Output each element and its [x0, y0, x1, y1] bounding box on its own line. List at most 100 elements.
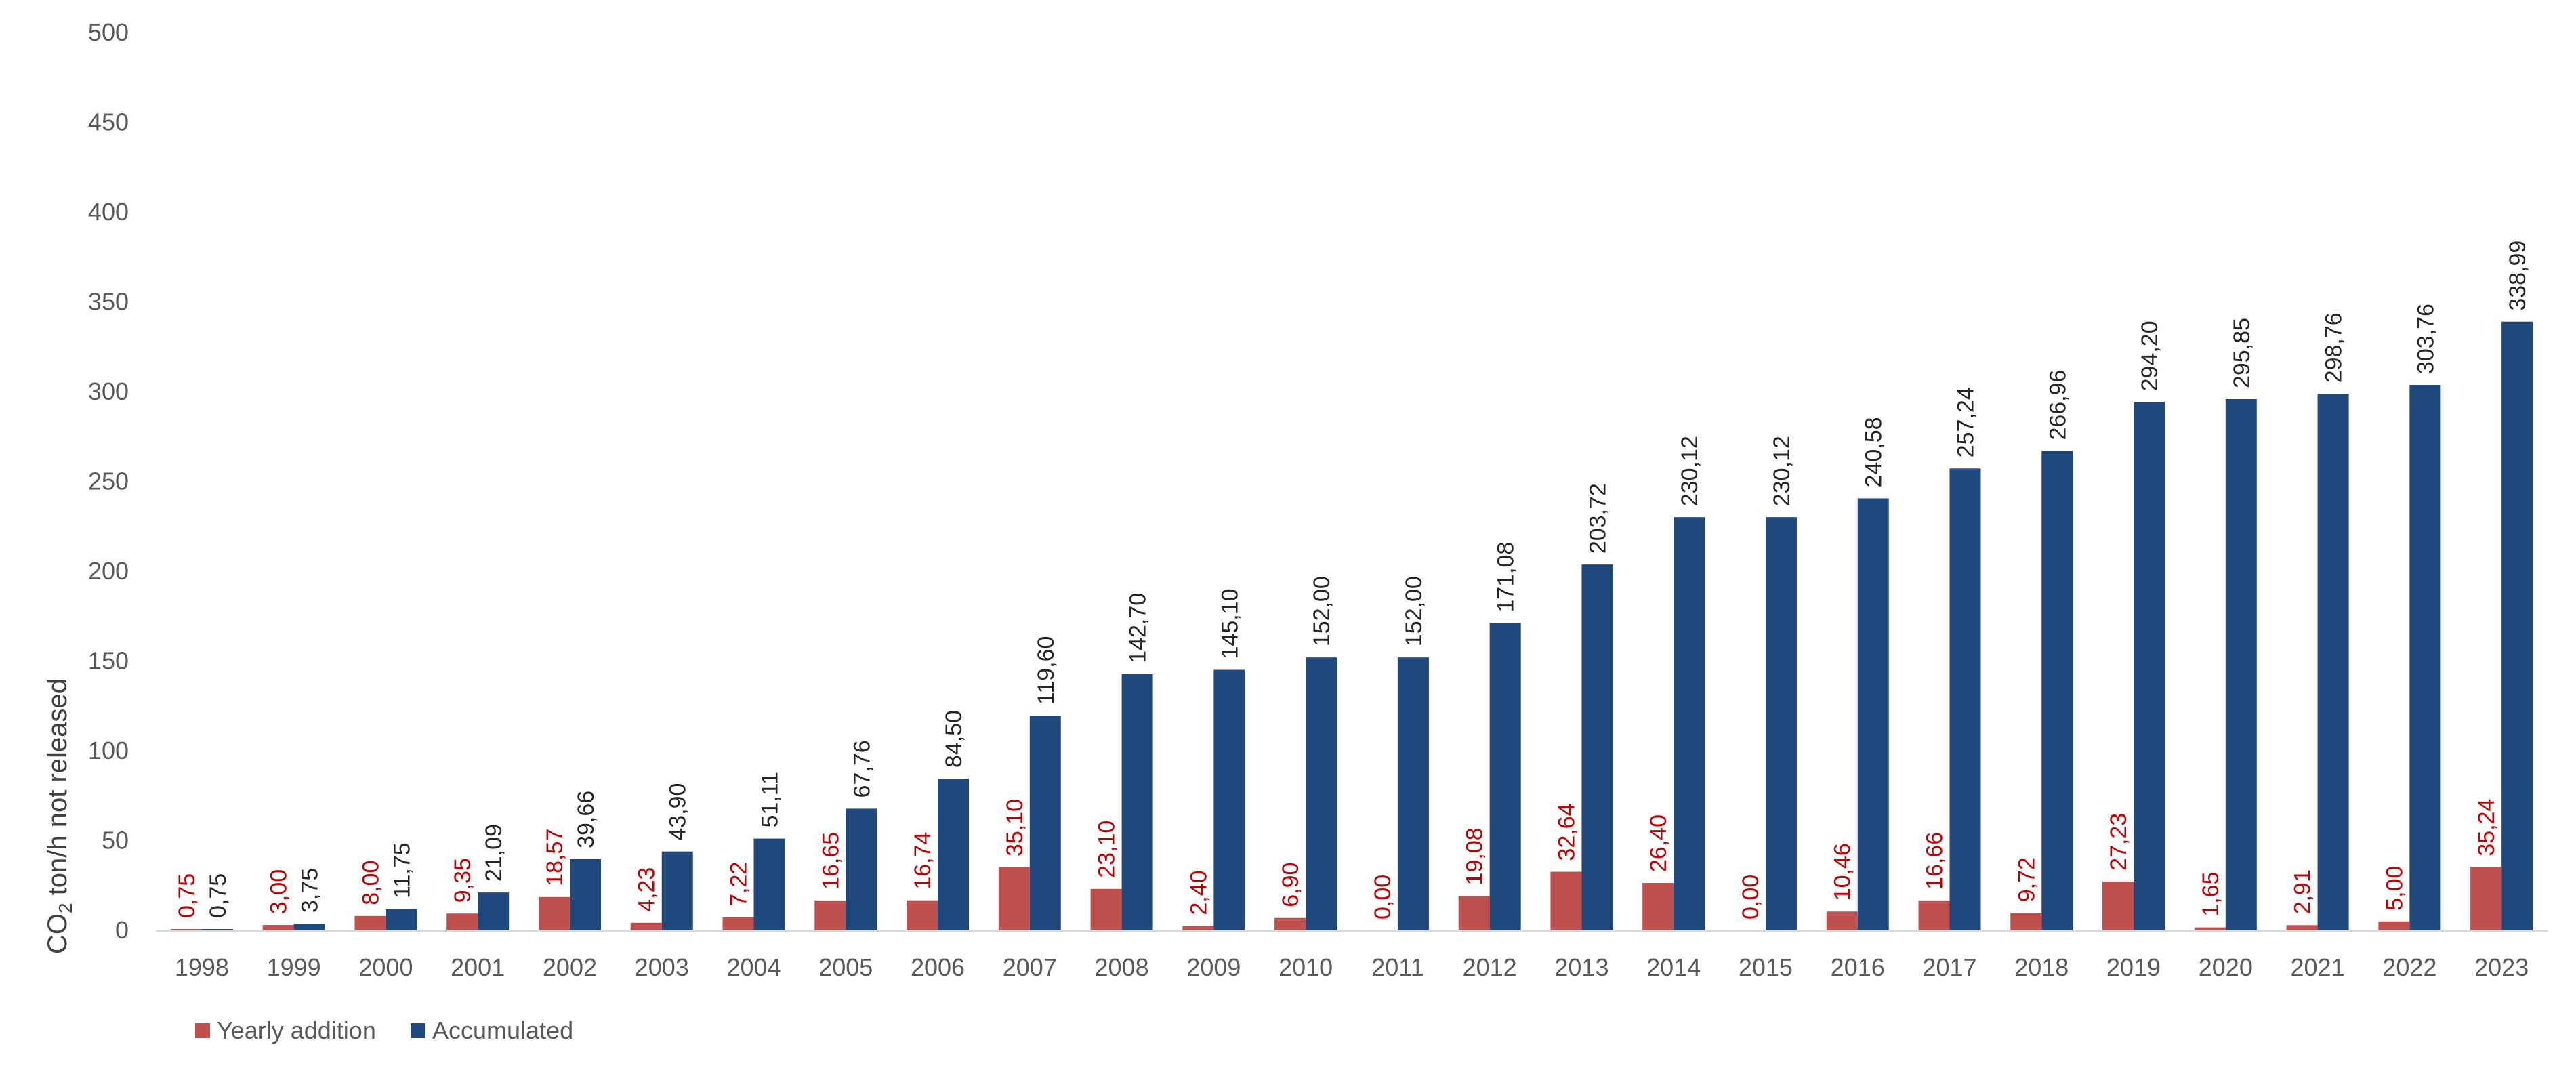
x-tick-label: 2015 — [1739, 953, 1793, 981]
x-tick-label: 2014 — [1646, 953, 1701, 981]
bars-layer — [170, 321, 2533, 930]
data-label-accumulated: 257,24 — [1953, 387, 1979, 457]
y-tick-label: 0 — [115, 916, 129, 944]
bar-yearly-addition — [2470, 867, 2502, 930]
bar-yearly-addition — [354, 915, 386, 930]
bar-accumulated — [2041, 451, 2073, 930]
data-label-yearly-addition: 35,10 — [1002, 799, 1028, 856]
bar-yearly-addition — [446, 913, 478, 930]
bar-accumulated — [1213, 669, 1245, 930]
bar-accumulated — [1857, 498, 1889, 930]
bar-yearly-addition — [1826, 911, 1858, 930]
data-label-accumulated: 0,75 — [205, 873, 231, 918]
bar-yearly-addition — [2286, 925, 2318, 930]
data-label-yearly-addition: 18,57 — [542, 829, 568, 886]
y-tick-label: 500 — [88, 18, 129, 46]
y-axis-ticks: 0 50 100 150 200 250 300 350 400 450 500 — [88, 18, 129, 944]
y-tick-label: 100 — [88, 737, 129, 764]
x-tick-label: 2000 — [358, 953, 413, 981]
data-label-yearly-addition: 16,66 — [1922, 832, 1948, 890]
data-label-accumulated: 67,76 — [849, 740, 875, 798]
data-label-yearly-addition: 3,00 — [266, 869, 292, 914]
legend-swatch-accumulated — [411, 1023, 425, 1038]
data-label-accumulated: 84,50 — [941, 710, 967, 768]
bar-accumulated — [569, 859, 601, 930]
data-label-accumulated: 21,09 — [481, 824, 507, 882]
x-tick-label: 2016 — [1831, 953, 1885, 981]
data-label-yearly-addition: 6,90 — [1278, 863, 1304, 907]
x-tick-label: 2004 — [726, 953, 781, 981]
data-label-accumulated: 230,12 — [1677, 436, 1703, 506]
legend-label-accumulated: Accumulated — [432, 1016, 573, 1044]
data-label-yearly-addition: 5,00 — [2382, 866, 2407, 911]
bar-yearly-addition — [907, 900, 938, 930]
x-tick-label: 2002 — [543, 953, 597, 981]
x-tick-label: 2023 — [2474, 953, 2529, 981]
data-label-accumulated: 266,96 — [2045, 370, 2071, 440]
data-label-accumulated: 152,00 — [1309, 576, 1335, 646]
data-label-yearly-addition: 32,64 — [1554, 803, 1579, 861]
data-label-yearly-addition: 27,23 — [2106, 813, 2132, 871]
data-label-yearly-addition: 16,74 — [910, 832, 936, 890]
y-tick-label: 50 — [102, 827, 129, 854]
data-label-yearly-addition: 0,00 — [1370, 875, 1396, 920]
bar-accumulated — [478, 892, 510, 930]
data-label-yearly-addition: 23,10 — [1094, 821, 1120, 878]
bar-yearly-addition — [538, 896, 570, 930]
legend-label-yearly-addition: Yearly addition — [217, 1016, 376, 1044]
x-tick-label: 2007 — [1003, 953, 1057, 981]
bar-accumulated — [2134, 402, 2165, 930]
bar-yearly-addition — [170, 929, 202, 930]
x-tick-label: 2019 — [2106, 953, 2161, 981]
data-label-accumulated: 230,12 — [1769, 436, 1795, 506]
data-label-yearly-addition: 2,91 — [2290, 869, 2316, 914]
data-label-yearly-addition: 2,40 — [1186, 870, 1211, 915]
bar-accumulated — [1397, 657, 1429, 930]
legend: Yearly addition Accumulated — [195, 1016, 573, 1044]
y-tick-label: 350 — [88, 288, 129, 316]
bar-accumulated — [293, 924, 325, 930]
bar-accumulated — [2317, 394, 2349, 930]
bar-accumulated — [1674, 517, 1705, 930]
bar-yearly-addition — [2102, 881, 2134, 930]
data-label-accumulated: 152,00 — [1401, 576, 1427, 646]
bar-accumulated — [1489, 623, 1521, 930]
data-label-accumulated: 11,75 — [389, 842, 415, 899]
y-axis-title: CO2 ton/h not released — [43, 678, 76, 954]
x-tick-label: 2008 — [1095, 953, 1149, 981]
bar-accumulated — [661, 851, 693, 930]
data-label-accumulated: 303,76 — [2413, 304, 2438, 374]
bar-yearly-addition — [1642, 883, 1674, 930]
bar-yearly-addition — [1274, 917, 1306, 930]
data-label-accumulated: 3,75 — [297, 868, 323, 913]
data-label-yearly-addition: 26,40 — [1646, 814, 1671, 872]
bar-accumulated — [938, 779, 970, 930]
data-label-accumulated: 338,99 — [2505, 241, 2531, 311]
data-label-accumulated: 145,10 — [1217, 588, 1243, 659]
bar-accumulated — [2225, 398, 2257, 930]
y-tick-label: 400 — [88, 198, 129, 226]
x-tick-label: 2022 — [2382, 953, 2436, 981]
bar-yearly-addition — [262, 925, 294, 930]
data-label-yearly-addition: 9,72 — [2014, 857, 2039, 902]
bar-yearly-addition — [2010, 913, 2042, 930]
x-tick-label: 2006 — [911, 953, 965, 981]
bar-accumulated — [386, 909, 417, 930]
x-tick-label: 2010 — [1279, 953, 1333, 981]
bar-accumulated — [846, 808, 877, 930]
x-tick-label: 2020 — [2199, 953, 2253, 981]
x-tick-label: 2021 — [2291, 953, 2345, 981]
data-label-yearly-addition: 7,22 — [726, 862, 752, 907]
data-label-accumulated: 240,58 — [1861, 417, 1887, 487]
bar-yearly-addition — [630, 922, 662, 930]
data-label-yearly-addition: 0,75 — [174, 873, 200, 918]
data-label-yearly-addition: 4,23 — [634, 867, 660, 912]
data-label-accumulated: 295,85 — [2229, 318, 2255, 388]
data-label-accumulated: 203,72 — [1585, 483, 1611, 554]
data-label-accumulated: 298,76 — [2321, 312, 2347, 383]
x-tick-label: 2013 — [1554, 953, 1608, 981]
x-tick-label: 1999 — [267, 953, 321, 981]
bar-accumulated — [2501, 321, 2533, 930]
